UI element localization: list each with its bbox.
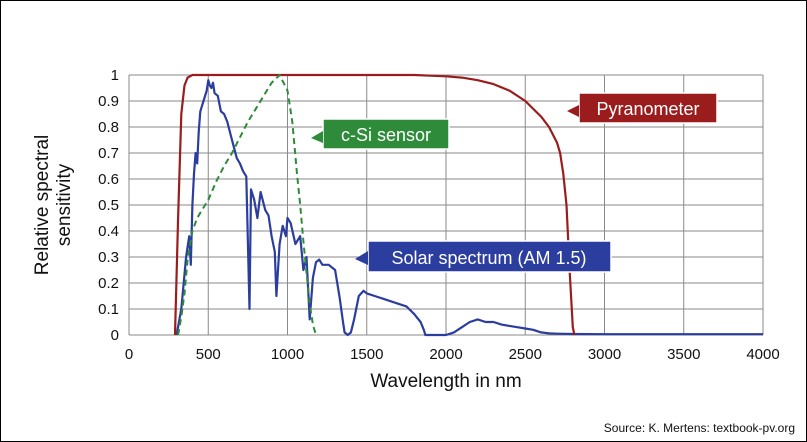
x-tick-label: 2000 (429, 346, 462, 363)
y-axis-title-line-2: sensitivity (54, 163, 75, 246)
y-tick-label: 0.5 (98, 197, 119, 214)
x-tick-label: 0 (125, 346, 133, 363)
solar-tag (367, 240, 612, 273)
x-tick-label: 500 (196, 346, 221, 363)
solar-callout: Solar spectrum (AM 1.5) (355, 240, 612, 273)
series-lines (173, 73, 763, 337)
y-tick-labels: 0 0.1 0.2 0.3 0.4 0.5 0.6 0.7 0.8 0.9 1 (98, 67, 119, 344)
x-tick-label: 2500 (509, 346, 542, 363)
x-tick-label: 4000 (746, 346, 779, 363)
csi-callout: c-Si sensor (311, 118, 450, 150)
series-line-0 (173, 73, 576, 336)
pyranometer-label: Pyranometer (596, 99, 699, 119)
y-tick-label: 0.2 (98, 275, 119, 292)
y-tick-label: 0.6 (98, 171, 119, 188)
csi-label: c-Si sensor (341, 125, 431, 145)
x-tick-label: 3000 (588, 346, 621, 363)
source-credit: Source: K. Mertens: textbook-pv.org (604, 421, 795, 435)
x-axis-title: Wavelength in nm (370, 371, 521, 392)
solar-pointer (355, 251, 368, 265)
x-tick-label: 3500 (667, 346, 700, 363)
pyranometer-pointer (567, 105, 579, 117)
x-tick-label: 1500 (350, 346, 383, 363)
y-tick-label: 1 (111, 67, 119, 84)
y-axis-title-line-1: Relative spectral (32, 135, 53, 275)
y-tick-label: 0.3 (98, 249, 119, 266)
y-tick-label: 0.1 (98, 301, 119, 318)
pyranometer-callout: Pyranometer (567, 92, 718, 124)
csi-tag (322, 118, 450, 150)
solar-label: Solar spectrum (AM 1.5) (391, 248, 586, 268)
series-line-1 (177, 74, 317, 336)
x-tick-labels: 0 500 1000 1500 2000 2500 3000 3500 4000 (125, 346, 780, 363)
y-tick-label: 0.4 (98, 223, 119, 240)
y-tick-label: 0 (111, 327, 119, 344)
csi-pointer (311, 131, 323, 143)
y-tick-label: 0.7 (98, 145, 119, 162)
y-axis-title: Relative spectralsensitivity (32, 135, 75, 275)
y-tick-label: 0.9 (98, 93, 119, 110)
x-tick-label: 1000 (271, 346, 304, 363)
pyranometer-tag (578, 92, 718, 124)
y-tick-label: 0.8 (98, 119, 119, 136)
